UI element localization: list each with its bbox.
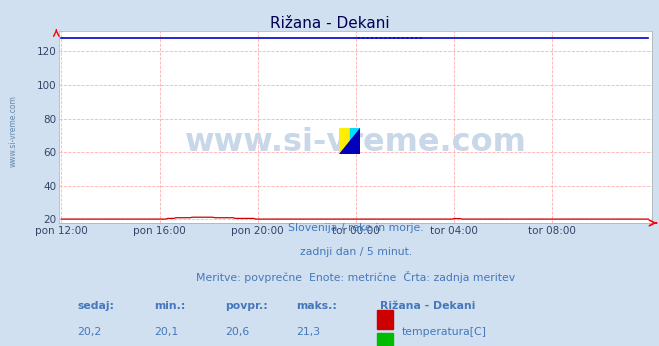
Text: maks.:: maks.: <box>297 301 337 311</box>
Bar <box>377 333 393 346</box>
Text: Rižana - Dekani: Rižana - Dekani <box>270 16 389 30</box>
Text: www.si-vreme.com: www.si-vreme.com <box>9 95 18 167</box>
Bar <box>350 128 360 154</box>
Text: Slovenija / reke in morje.: Slovenija / reke in morje. <box>288 223 424 233</box>
Polygon shape <box>339 128 360 154</box>
Text: povpr.:: povpr.: <box>225 301 268 311</box>
Text: Meritve: povprečne  Enote: metrične  Črta: zadnja meritev: Meritve: povprečne Enote: metrične Črta:… <box>196 271 515 283</box>
Text: zadnji dan / 5 minut.: zadnji dan / 5 minut. <box>300 247 412 257</box>
Text: min.:: min.: <box>154 301 186 311</box>
Text: temperatura[C]: temperatura[C] <box>402 327 487 337</box>
Text: 20,1: 20,1 <box>154 327 179 337</box>
Bar <box>377 310 393 329</box>
Text: www.si-vreme.com: www.si-vreme.com <box>185 127 527 158</box>
Text: 20,2: 20,2 <box>77 327 101 337</box>
Text: sedaj:: sedaj: <box>77 301 114 311</box>
Text: 21,3: 21,3 <box>297 327 321 337</box>
Text: Rižana - Dekani: Rižana - Dekani <box>380 301 475 311</box>
Bar <box>339 128 350 154</box>
Text: 20,6: 20,6 <box>225 327 250 337</box>
